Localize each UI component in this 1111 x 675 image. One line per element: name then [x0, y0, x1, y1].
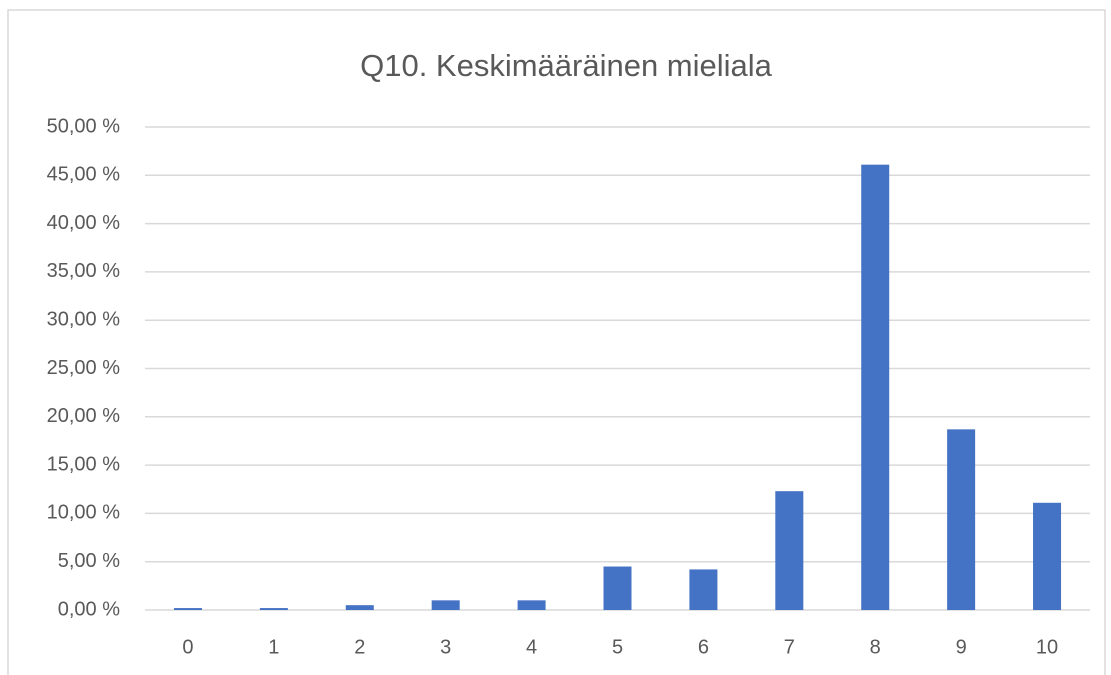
- x-tick-label: 5: [612, 636, 623, 658]
- chart-frame: [7, 9, 1106, 675]
- y-tick-label: 25,00 %: [47, 357, 121, 379]
- x-tick-label: 6: [698, 636, 709, 658]
- x-tick-label: 1: [268, 636, 279, 658]
- bar: [861, 164, 890, 610]
- chart-title: Q10. Keskimääräinen mieliala: [360, 48, 773, 83]
- y-tick-label: 40,00 %: [47, 212, 121, 234]
- bar: [603, 566, 632, 610]
- x-tick-label: 10: [1036, 636, 1058, 658]
- y-tick-label: 15,00 %: [47, 453, 121, 475]
- bar: [517, 600, 546, 610]
- x-tick-label: 9: [956, 636, 967, 658]
- x-tick-label: 3: [440, 636, 451, 658]
- bar: [345, 605, 374, 610]
- bar: [431, 600, 460, 610]
- y-tick-label: 0,00 %: [58, 598, 120, 620]
- x-tick-label: 4: [526, 636, 537, 658]
- bar: [689, 569, 718, 610]
- x-tick-label: 0: [182, 636, 193, 658]
- x-tick-label: 7: [784, 636, 795, 658]
- y-tick-label: 5,00 %: [58, 550, 120, 572]
- y-tick-label: 35,00 %: [47, 260, 121, 282]
- bar: [1033, 502, 1062, 610]
- bar: [947, 429, 976, 610]
- y-tick-label: 10,00 %: [47, 502, 121, 524]
- y-tick-label: 45,00 %: [47, 164, 121, 186]
- y-tick-label: 30,00 %: [47, 308, 121, 330]
- y-tick-label: 50,00 %: [47, 115, 121, 137]
- bar: [259, 608, 288, 610]
- x-tick-label: 2: [354, 636, 365, 658]
- bar: [775, 491, 804, 610]
- bar: [173, 608, 202, 610]
- x-tick-label: 8: [870, 636, 881, 658]
- y-tick-label: 20,00 %: [47, 405, 121, 427]
